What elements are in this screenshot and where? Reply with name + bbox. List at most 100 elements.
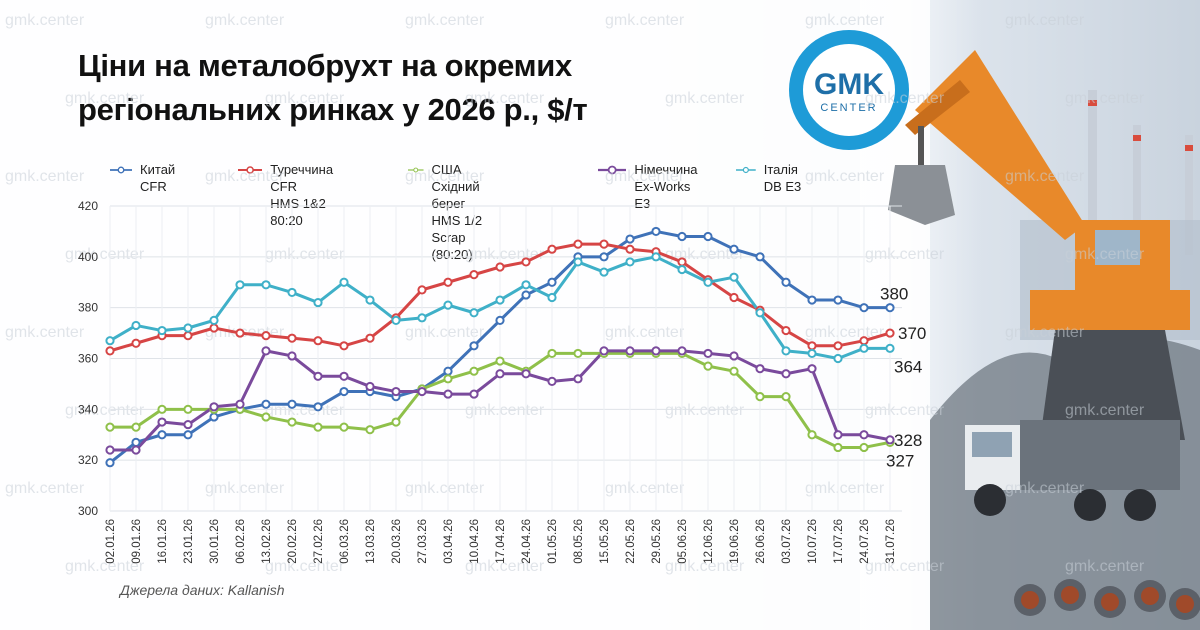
data-point [781,325,791,336]
data-point [261,412,271,422]
watermark-text: gmk.center [465,90,545,107]
data-point [209,402,219,412]
watermark-text: gmk.center [1005,168,1085,185]
legend-label: Туреччина CFR HMS 1&2 80:20 [270,161,341,229]
data-point [391,386,401,397]
data-point [547,277,557,287]
data-point [807,348,817,359]
data-point [469,389,479,399]
data-point [313,297,323,308]
data-point [391,417,401,427]
data-point [287,333,297,343]
legend-item: Китай CFR [110,161,185,195]
data-point [703,361,713,371]
data-point [729,272,739,282]
data-point [833,341,843,351]
series-end-value-label: 370 [898,324,926,343]
data-point [807,364,817,374]
data-point [287,287,297,298]
data-point [729,292,739,303]
data-point [859,343,869,353]
data-point [365,295,375,305]
data-point [443,277,453,287]
legend-label: Китай CFR [140,161,185,195]
data-point [755,364,765,374]
data-point [183,430,193,440]
data-point [183,323,193,333]
data-point [105,422,115,432]
data-point [495,315,505,325]
watermark-text: gmk.center [405,324,485,341]
x-tick-label: 12.06.26 [703,519,715,564]
data-point [469,308,479,318]
watermark-text: gmk.center [65,246,145,263]
data-point [547,244,557,254]
data-point [703,277,713,287]
data-point [599,239,609,249]
watermark-text: gmk.center [805,168,885,185]
series-end-value-label: 327 [886,451,914,470]
data-point [755,392,765,402]
watermark-text: gmk.center [405,168,485,185]
watermark-text: gmk.center [205,12,285,29]
legend-item: Туреччина CFR HMS 1&2 80:20 [238,161,341,229]
data-point [573,348,583,359]
source-note: Джерела даних: Kallanish [120,582,285,598]
x-tick-label: 06.02.26 [235,519,247,564]
series-end-value-label: 380 [880,285,908,304]
watermark-text: gmk.center [65,90,145,107]
data-point [859,303,869,313]
x-tick-label: 16.01.26 [157,519,169,564]
legend-item: США Східний берег HMS 1/2 Scrap (80:20) [408,161,496,263]
watermark-text: gmk.center [865,402,945,419]
data-point [365,381,375,392]
data-point [235,328,245,338]
x-tick-label: 31.07.26 [885,519,897,564]
data-point [521,369,531,379]
data-point [339,422,349,432]
x-tick-label: 26.06.26 [755,519,767,564]
x-tick-label: 06.03.26 [339,519,351,564]
y-tick-label: 300 [78,504,98,518]
x-tick-label: 08.05.26 [573,519,585,564]
watermark-text: gmk.center [405,480,485,497]
series-end-value-label: 328 [894,431,922,450]
y-tick-label: 400 [78,250,98,264]
data-point [495,369,505,379]
data-point [261,280,271,290]
data-point [599,346,609,356]
data-point [105,445,115,455]
data-point [339,386,349,397]
data-point [209,323,219,333]
y-tick-label: 340 [78,402,98,416]
data-point [131,445,141,455]
data-point [729,351,739,361]
data-point [781,369,791,379]
x-tick-label: 24.04.26 [521,519,533,564]
data-point [183,331,193,341]
legend-label-line-1: Туреччина CFR [270,162,334,194]
data-point [807,295,817,305]
x-tick-label: 05.06.26 [677,519,689,564]
data-point [521,280,531,290]
legend-label-line-2: Ex-Works E3 [634,179,691,211]
data-point [677,264,687,275]
y-tick-label: 360 [78,352,98,366]
x-tick-label: 02.01.26 [105,519,117,564]
data-point [625,234,635,244]
data-point [573,374,583,384]
data-point [495,262,505,272]
data-point [651,252,661,262]
x-tick-label: 17.07.26 [833,519,845,564]
data-point [833,430,843,440]
legend-label-line-1: Китай CFR [140,162,176,194]
watermark-text: gmk.center [1005,12,1085,29]
watermark-text: gmk.center [465,246,545,263]
x-tick-label: 10.07.26 [807,519,819,564]
watermark-text: gmk.center [405,12,485,29]
data-point [339,341,349,351]
data-point [287,399,297,409]
data-point [859,442,869,453]
